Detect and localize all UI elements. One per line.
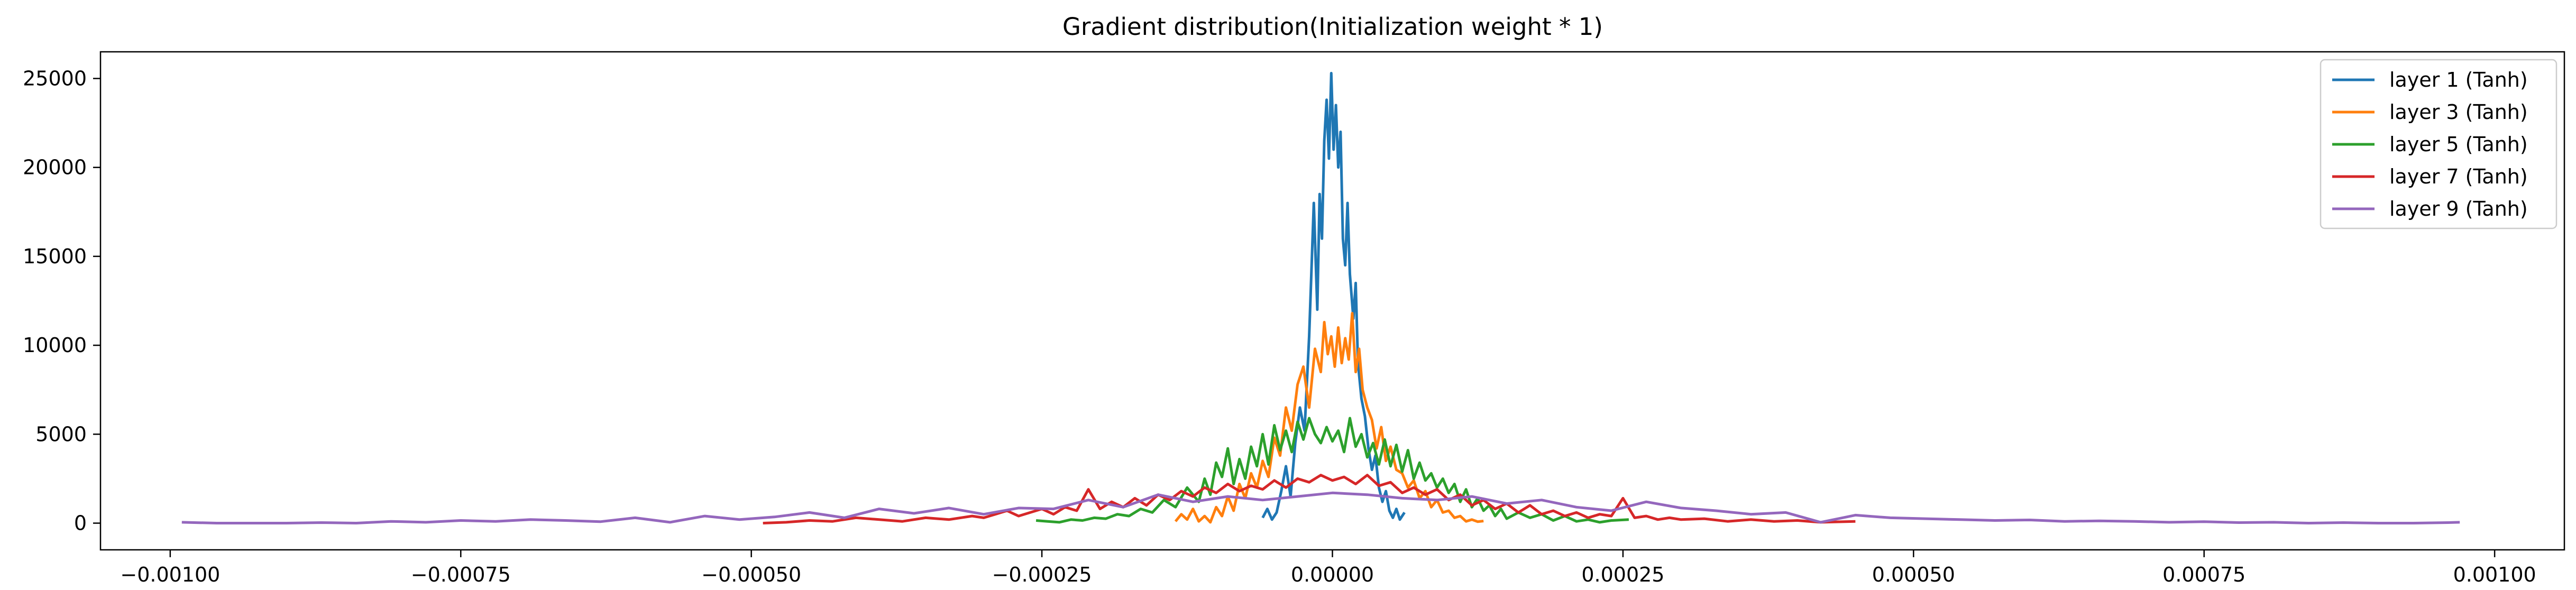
y-tick-label: 20000 — [23, 156, 87, 179]
x-tick-label: −0.00075 — [411, 563, 511, 586]
legend-label: layer 7 (Tanh) — [2389, 165, 2528, 188]
y-tick-label: 5000 — [35, 422, 87, 446]
x-tick-label: −0.00050 — [701, 563, 801, 586]
legend-label: layer 5 (Tanh) — [2389, 133, 2528, 156]
x-tick-label: −0.00025 — [992, 563, 1092, 586]
legend-label: layer 1 (Tanh) — [2389, 68, 2528, 91]
x-tick-label: 0.00025 — [1581, 563, 1664, 586]
x-axis: −0.00100 −0.00075 −0.00050 −0.00025 0.00000 0… — [120, 550, 2536, 586]
x-tick-label: 0.00100 — [2453, 563, 2536, 586]
chart-title: Gradient distribution(Initialization wei… — [1062, 13, 1603, 41]
legend-label: layer 3 (Tanh) — [2389, 100, 2528, 124]
y-tick-label: 10000 — [23, 334, 87, 357]
y-tick-label: 25000 — [23, 67, 87, 90]
y-tick-label: 0 — [74, 512, 87, 535]
plot-area — [181, 71, 2460, 524]
y-axis: 0 5000 10000 15000 20000 25000 — [23, 67, 100, 535]
series-line-4 — [763, 474, 1856, 524]
legend: layer 1 (Tanh) layer 3 (Tanh) layer 5 (Tan… — [2320, 59, 2557, 229]
series-line-3 — [1035, 417, 1629, 524]
x-tick-label: −0.00100 — [120, 563, 220, 586]
y-tick-label: 15000 — [23, 245, 87, 268]
x-tick-label: 0.00075 — [2162, 563, 2245, 586]
x-tick-label: 0.00000 — [1291, 563, 1374, 586]
series-line-1 — [1261, 71, 1406, 521]
series-line-5 — [181, 491, 2460, 524]
legend-box — [2320, 59, 2557, 229]
x-tick-label: 0.00050 — [1872, 563, 1955, 586]
legend-label: layer 9 (Tanh) — [2389, 197, 2528, 220]
